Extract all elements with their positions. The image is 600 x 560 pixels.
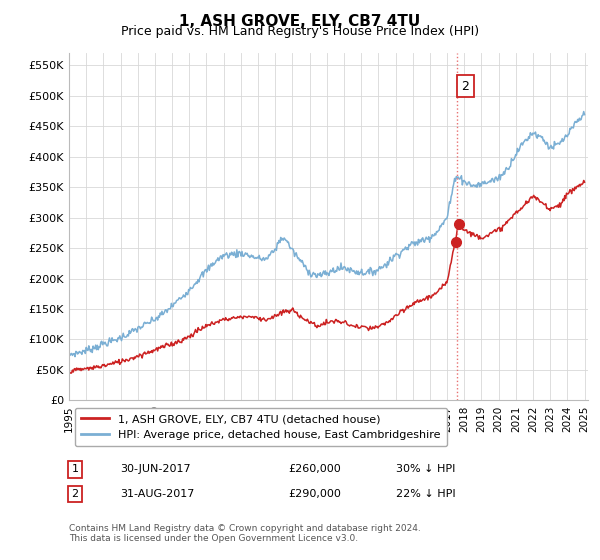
Text: £290,000: £290,000 — [288, 489, 341, 499]
Text: £260,000: £260,000 — [288, 464, 341, 474]
Text: 22% ↓ HPI: 22% ↓ HPI — [396, 489, 455, 499]
Text: 30-JUN-2017: 30-JUN-2017 — [120, 464, 191, 474]
Text: 1: 1 — [71, 464, 79, 474]
Text: 2: 2 — [71, 489, 79, 499]
Text: 2: 2 — [461, 80, 469, 93]
Legend: 1, ASH GROVE, ELY, CB7 4TU (detached house), HPI: Average price, detached house,: 1, ASH GROVE, ELY, CB7 4TU (detached hou… — [74, 408, 447, 446]
Text: Contains HM Land Registry data © Crown copyright and database right 2024.
This d: Contains HM Land Registry data © Crown c… — [69, 524, 421, 543]
Text: 31-AUG-2017: 31-AUG-2017 — [120, 489, 194, 499]
Text: Price paid vs. HM Land Registry's House Price Index (HPI): Price paid vs. HM Land Registry's House … — [121, 25, 479, 38]
Text: 30% ↓ HPI: 30% ↓ HPI — [396, 464, 455, 474]
Text: 1, ASH GROVE, ELY, CB7 4TU: 1, ASH GROVE, ELY, CB7 4TU — [179, 14, 421, 29]
